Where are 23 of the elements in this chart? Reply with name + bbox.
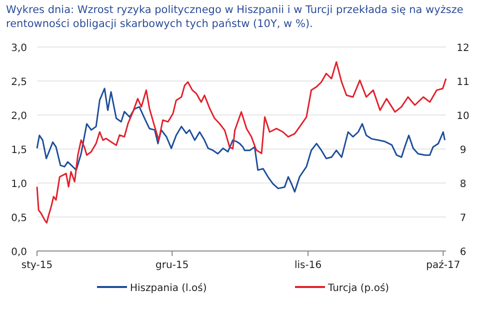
x-tick-label: paź-17 xyxy=(426,259,460,271)
y2-tick-label: 8 xyxy=(460,179,466,190)
line-series xyxy=(36,61,447,224)
chart-title: Wykres dnia: Wzrost ryzyka politycznego w Hiszpanii i w Turcji przekłada się na wyższe rentowności obligacji skarbowych tych państw (10Y, w %). xyxy=(6,4,464,30)
y-tick-label: 1,0 xyxy=(11,179,27,190)
x-tick-label: sty-15 xyxy=(21,260,53,271)
y2-tick-label: 10 xyxy=(456,111,470,122)
y-tick-label: 2,5 xyxy=(11,77,27,88)
y-tick-label: 1,5 xyxy=(11,145,27,156)
line-series xyxy=(36,88,446,193)
legend-label: Turcja (p.oś) xyxy=(327,282,390,294)
y-tick-label: 2,0 xyxy=(11,111,27,122)
x-tick-label: gru-15 xyxy=(156,260,189,271)
y2-tick-label: 6 xyxy=(460,247,466,258)
y-tick-label: 3,0 xyxy=(11,43,27,54)
legend-label: Hiszpania (l.oś) xyxy=(130,282,207,294)
y2-tick-label: 9 xyxy=(460,145,466,156)
x-tick-label: lis-16 xyxy=(294,260,322,271)
y2-tick-label: 11 xyxy=(456,77,470,88)
y-tick-label: 0,0 xyxy=(11,247,27,258)
y2-tick-label: 7 xyxy=(460,213,466,224)
y-tick-label: 0,5 xyxy=(11,213,27,224)
y2-tick-label: 12 xyxy=(456,43,470,54)
